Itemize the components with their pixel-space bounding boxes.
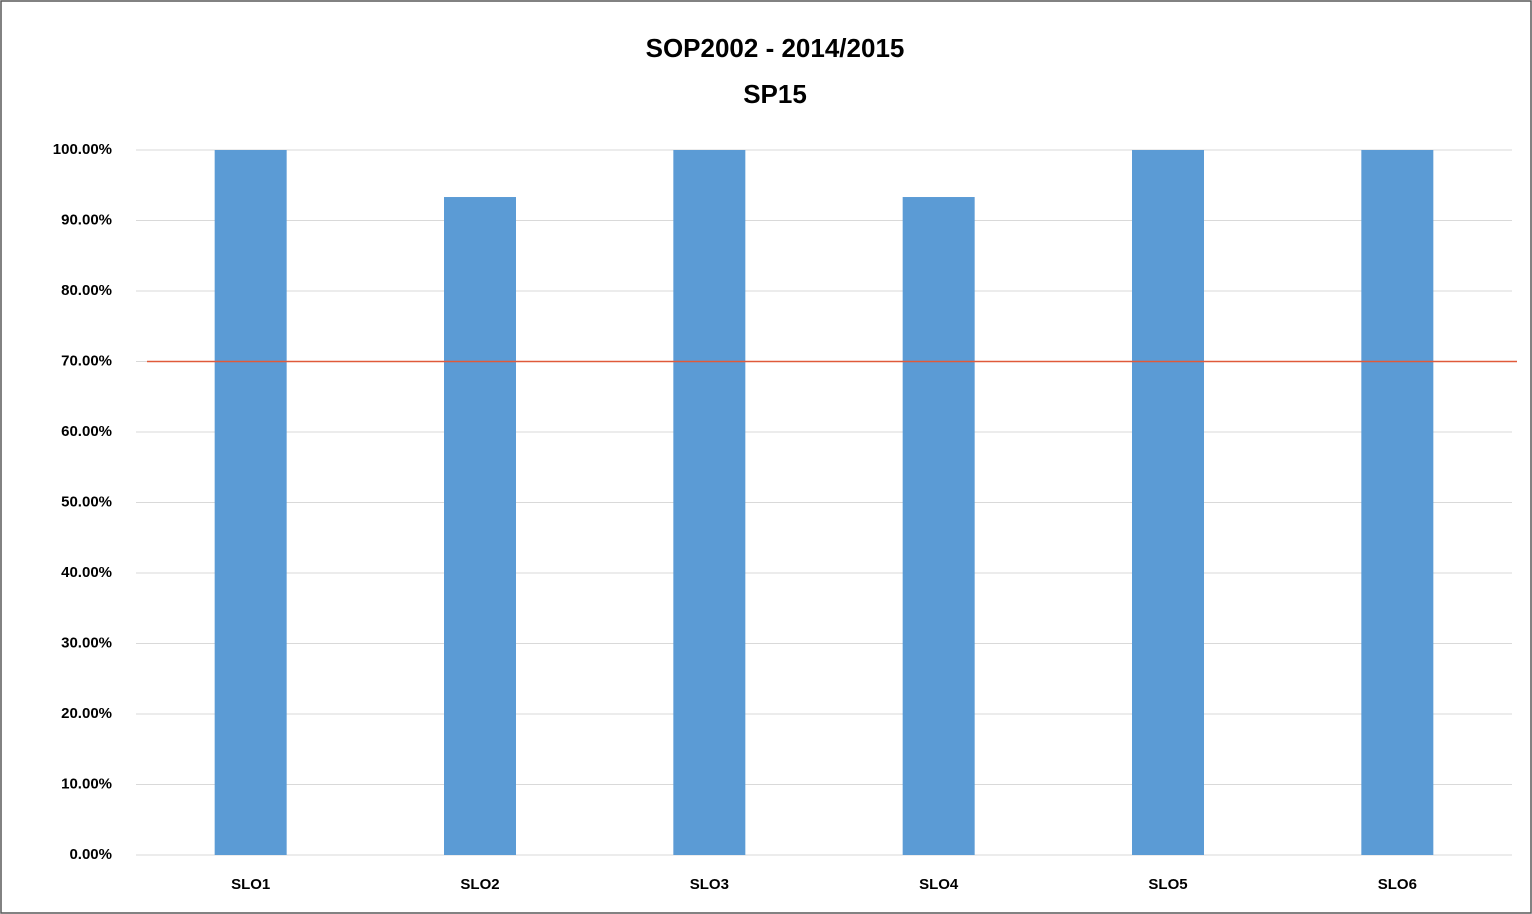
bar: [673, 150, 746, 855]
x-tick-label: SLO4: [919, 876, 959, 893]
y-tick-label: 70.00%: [61, 352, 112, 369]
y-tick-label: 100.00%: [53, 141, 112, 158]
bar: [214, 150, 287, 855]
y-tick-label: 50.00%: [61, 493, 112, 510]
x-tick-label: SLO2: [460, 876, 499, 893]
y-tick-label: 20.00%: [61, 705, 112, 722]
y-tick-label: 60.00%: [61, 423, 112, 440]
bar: [444, 197, 516, 855]
y-tick-label: 10.00%: [61, 775, 112, 792]
y-tick-label: 0.00%: [69, 846, 112, 863]
y-tick-label: 30.00%: [61, 634, 112, 651]
x-tick-label: SLO1: [231, 876, 270, 893]
y-tick-label: 40.00%: [61, 564, 112, 581]
x-tick-label: SLO3: [690, 876, 729, 893]
bar: [1132, 150, 1204, 855]
chart-subtitle: SP15: [743, 79, 807, 109]
x-tick-label: SLO6: [1378, 876, 1417, 893]
x-tick-label: SLO5: [1148, 876, 1187, 893]
y-tick-label: 80.00%: [61, 282, 112, 299]
chart-title: SOP2002 - 2014/2015: [646, 33, 905, 63]
bar: [902, 197, 975, 855]
bar: [1361, 150, 1434, 855]
y-tick-label: 90.00%: [61, 211, 112, 228]
